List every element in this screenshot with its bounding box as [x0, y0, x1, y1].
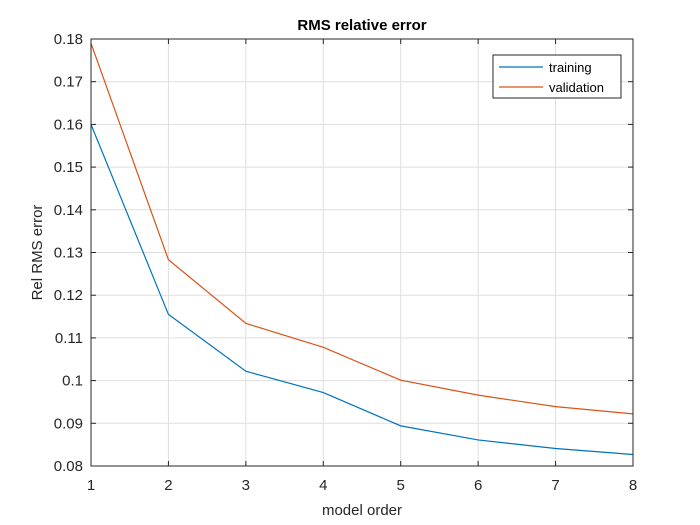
y-tick-label: 0.17 — [54, 74, 83, 91]
y-tick-label: 0.16 — [54, 116, 83, 133]
series-layer — [90, 43, 634, 456]
series-line-validation — [90, 43, 634, 415]
y-tick-label: 0.09 — [54, 415, 83, 432]
y-tick-label: 0.1 — [62, 373, 83, 390]
y-axis-label: Rel RMS error — [29, 205, 46, 301]
y-tick-label: 0.11 — [55, 330, 83, 347]
series-line-training — [90, 124, 634, 456]
x-tick-label: 7 — [551, 477, 559, 494]
y-tick-label: 0.18 — [54, 31, 83, 48]
y-tick-label: 0.14 — [54, 202, 83, 219]
legend: training validation — [492, 54, 622, 99]
x-tick-label: 5 — [397, 477, 405, 494]
x-tick-label: 8 — [629, 477, 637, 494]
y-tick-label: 0.13 — [54, 245, 83, 262]
x-tick-label: 2 — [164, 477, 172, 494]
legend-label-training: training — [549, 60, 592, 75]
legend-label-validation: validation — [549, 80, 604, 95]
chart-title: RMS relative error — [297, 17, 426, 34]
x-axis-label: model order — [322, 502, 402, 519]
x-tick-label: 6 — [474, 477, 482, 494]
x-tick-label: 4 — [319, 477, 327, 494]
y-tick-label: 0.08 — [54, 458, 83, 475]
legend-box — [492, 54, 622, 99]
x-axis-ticks: 1 2 3 4 5 6 7 8 — [87, 39, 637, 494]
x-tick-label: 1 — [87, 477, 95, 494]
y-tick-label: 0.12 — [54, 287, 83, 304]
x-tick-label: 3 — [242, 477, 250, 494]
y-axis-ticks: 0.08 0.09 0.1 0.11 0.12 0.13 0.14 0.15 0.16 0.17 0… — [54, 31, 633, 475]
y-tick-label: 0.15 — [54, 159, 83, 176]
